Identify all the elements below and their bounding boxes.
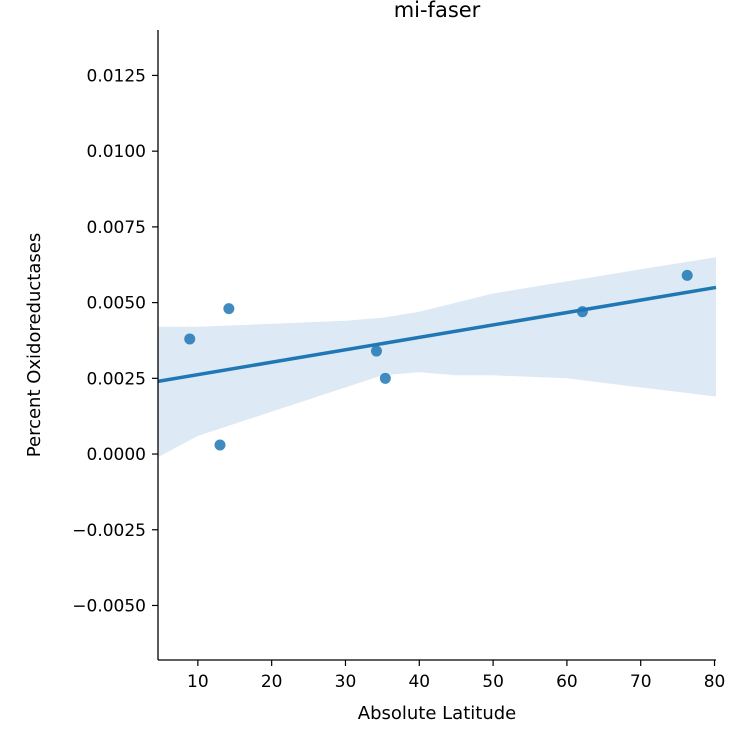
x-tick-label: 50: [482, 672, 504, 692]
x-tick-label: 80: [704, 672, 726, 692]
x-ticks: 10 20 30 40 50 60 70 80: [187, 660, 725, 692]
y-tick-label: 0.0025: [87, 369, 146, 389]
confidence-band: [158, 257, 716, 458]
y-tick-label: 0.0125: [87, 66, 146, 86]
x-tick-label: 60: [556, 672, 578, 692]
scatter-point: [184, 333, 196, 345]
x-tick-label: 10: [187, 672, 209, 692]
y-ticks: −0.0050 −0.0025 0.0000 0.0025 0.0050 0.0075 0.…: [72, 66, 158, 616]
y-tick-label: −0.0050: [72, 596, 146, 616]
scatter-point: [214, 439, 226, 451]
y-tick-label: 0.0000: [87, 445, 146, 465]
x-tick-label: 20: [261, 672, 283, 692]
regression-line: [157, 285, 717, 384]
y-tick-label: 0.0050: [87, 294, 146, 314]
scatter-point: [379, 372, 391, 384]
scatter-point: [370, 345, 382, 357]
y-axis-label: Percent Oxidoreductases: [24, 233, 45, 457]
y-tick-label: 0.0075: [87, 218, 146, 238]
x-tick-label: 30: [335, 672, 357, 692]
x-axis-label: Absolute Latitude: [358, 703, 516, 724]
regression-line-layer: [157, 285, 717, 384]
y-tick-label: −0.0025: [72, 521, 146, 541]
scatter-point: [576, 306, 588, 318]
scatter-points-layer: [184, 269, 693, 451]
scatter-point: [223, 303, 235, 315]
confidence-band-layer: [158, 257, 716, 458]
x-tick-label: 40: [408, 672, 430, 692]
chart-title: mi-faser: [394, 0, 481, 22]
scatter-point: [681, 269, 693, 281]
y-tick-label: 0.0100: [87, 142, 146, 162]
x-tick-label: 70: [630, 672, 652, 692]
